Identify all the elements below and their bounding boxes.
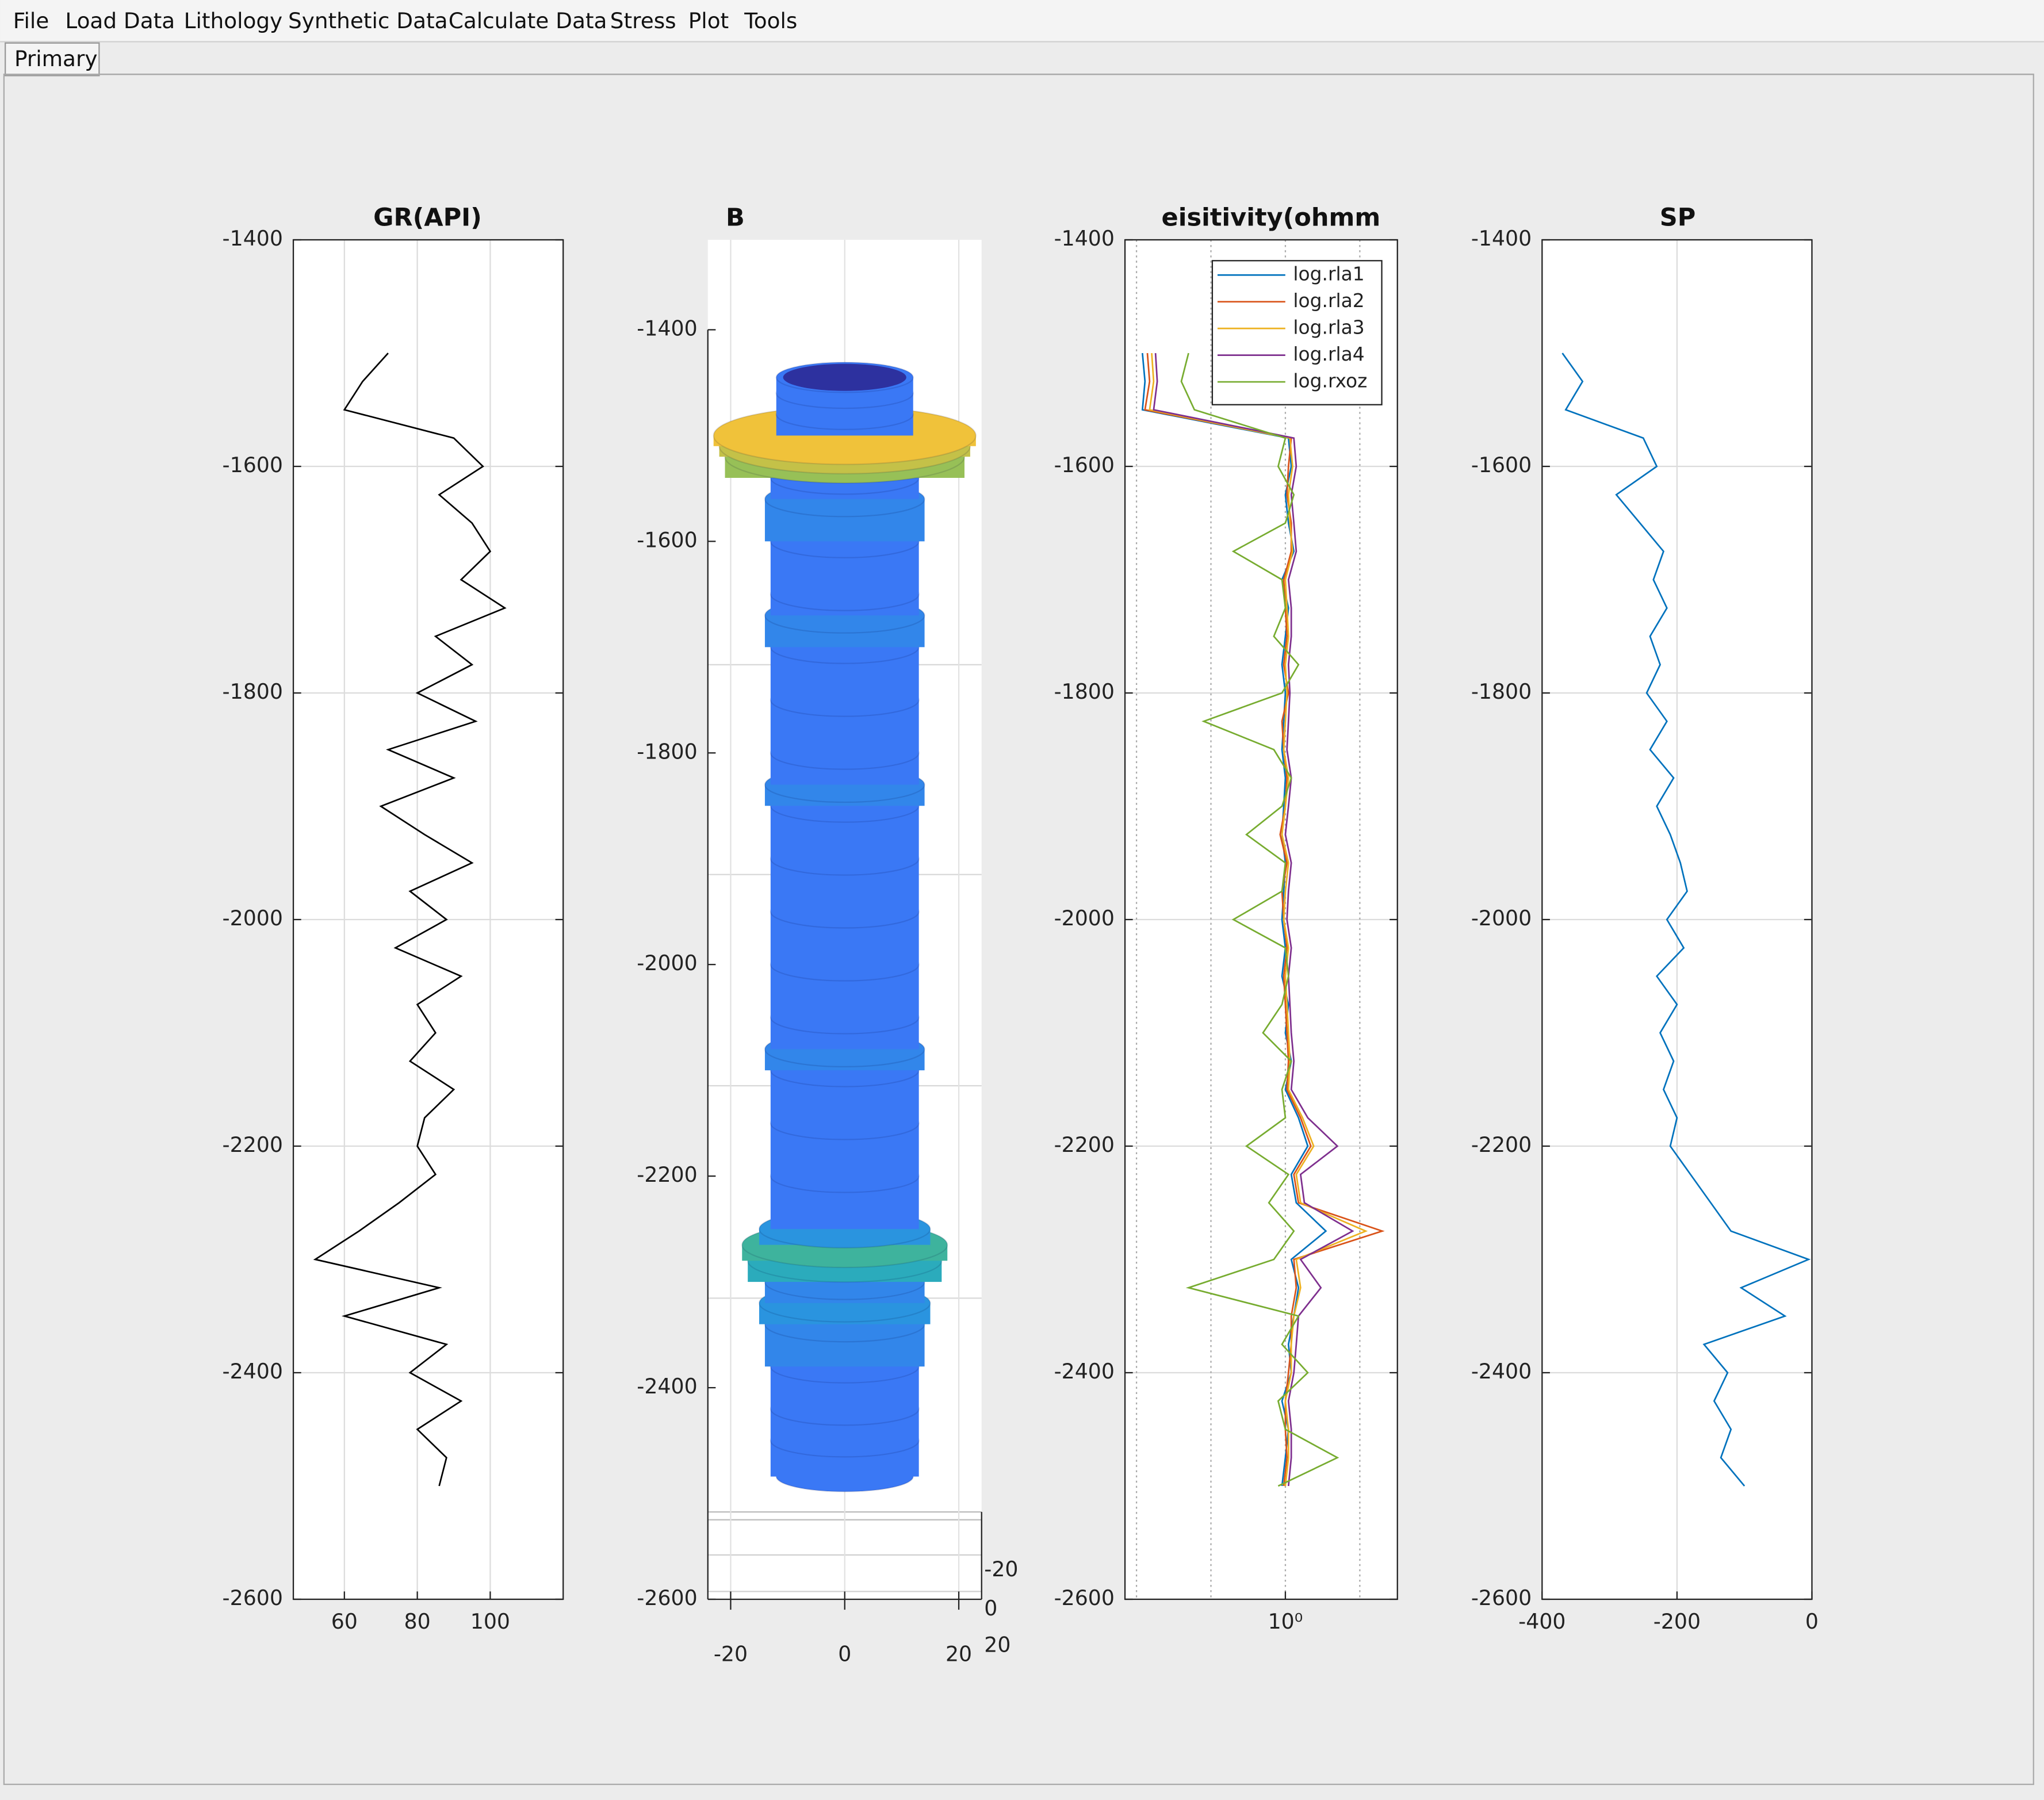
y-tick-label: -2400 — [1471, 1359, 1532, 1384]
chart-title: SP — [1660, 203, 1696, 232]
y-tick-label: -2600 — [223, 1585, 283, 1610]
y-tick-label: -2200 — [1054, 1132, 1115, 1157]
y-tick-label: -1600 — [1054, 453, 1115, 477]
menu-item[interactable]: Synthetic Data — [288, 8, 448, 33]
plot-frame — [1124, 239, 1398, 1600]
y-tick-label: -2200 — [637, 1162, 697, 1187]
y-tick-label: -2400 — [223, 1359, 283, 1384]
legend-label: log.rla3 — [1293, 316, 1364, 339]
menu-bar — [0, 0, 2044, 42]
chart-title: GR(API) — [373, 203, 482, 232]
chart-title: eisitivity(ohmm — [1162, 203, 1381, 232]
y-tick-label: -1400 — [1471, 226, 1532, 251]
x-tick-label: -20 — [714, 1641, 748, 1666]
log-curve — [1153, 353, 1354, 1487]
menu-item[interactable]: Plot — [688, 8, 729, 33]
y-tick-label: -1600 — [223, 453, 283, 477]
y-tick-label: -2000 — [637, 951, 697, 975]
tab[interactable] — [5, 42, 100, 76]
y-tick-label: -2000 — [1471, 906, 1532, 930]
y-tick-label: -1400 — [1054, 226, 1115, 251]
y-tick-label: -2200 — [223, 1132, 283, 1157]
menu-item[interactable]: Calculate Data — [449, 8, 607, 33]
y-tick-label: -2400 — [637, 1374, 697, 1399]
menu-item[interactable]: Tools — [744, 8, 797, 33]
tab-label[interactable]: Primary — [14, 46, 97, 71]
legend-box — [1211, 260, 1383, 405]
x-tick-label: 0 — [838, 1641, 851, 1666]
z-tick-label: 0 — [984, 1596, 997, 1621]
y-tick-label: -1800 — [223, 679, 283, 704]
y-tick-label: -1400 — [637, 316, 697, 340]
y-tick-label: -1800 — [637, 739, 697, 764]
y-tick-label: -2400 — [1054, 1359, 1115, 1384]
menu-item[interactable]: Lithology — [184, 8, 283, 33]
plot-frame — [292, 239, 564, 1600]
y-tick-label: -2600 — [637, 1585, 697, 1610]
axes: -1400-1600-1800-2000-2200-2400-2600-20 0 2… — [637, 203, 1018, 1666]
plot-frame — [1541, 239, 1813, 1600]
legend-label: log.rla1 — [1293, 263, 1364, 285]
axes: -1400 -1600 -1800 -2000 -2200 -2400 -2600 60 80 1… — [223, 203, 564, 1634]
chart-title: B — [726, 203, 745, 232]
z-tick-label: -20 — [984, 1557, 1018, 1581]
menu-item[interactable]: File — [13, 8, 49, 33]
y-tick-label: -2200 — [1471, 1132, 1532, 1157]
x-tick-label: 10⁰ — [1268, 1609, 1303, 1634]
y-tick-label: -1800 — [1471, 679, 1532, 704]
axes: -1400 -1600 -1800 -2000 -2200 -2400 -2600 10⁰ lo… — [1054, 203, 1398, 1634]
z-tick-label: 20 — [984, 1633, 1010, 1657]
cylinder-cap — [783, 363, 906, 391]
y-tick-label: -1600 — [637, 527, 697, 552]
x-tick-label: 100 — [470, 1609, 510, 1634]
x-tick-label: -200 — [1653, 1609, 1701, 1634]
log-curve — [1561, 353, 1811, 1487]
y-tick-label: -1600 — [1471, 453, 1532, 477]
y-tick-label: -2000 — [1054, 906, 1115, 930]
log-curve — [1180, 353, 1339, 1487]
menu-item[interactable]: Stress — [610, 8, 676, 33]
axes: -1400-1600-1800-2000-2200-2400-2600-400-… — [1471, 203, 1819, 1633]
x-tick-label: 60 — [331, 1609, 358, 1634]
log-curve — [313, 353, 507, 1487]
y-tick-label: -2000 — [223, 906, 283, 930]
legend-label: log.rla2 — [1293, 289, 1364, 312]
x-tick-label: -400 — [1518, 1609, 1565, 1634]
x-tick-label: 80 — [404, 1609, 431, 1634]
x-tick-label: 0 — [1805, 1609, 1819, 1634]
y-tick-label: -1400 — [223, 226, 283, 251]
log-curve — [1149, 353, 1368, 1487]
tab-panel — [3, 74, 2034, 1785]
x-tick-label: 20 — [946, 1641, 972, 1666]
legend-label: log.rxoz — [1293, 370, 1367, 392]
menu-item[interactable]: Load Data — [65, 8, 175, 33]
legend-label: log.rla4 — [1293, 343, 1364, 365]
y-tick-label: -2600 — [1471, 1585, 1532, 1610]
y-tick-label: -2600 — [1054, 1585, 1115, 1610]
y-tick-label: -1800 — [1054, 679, 1115, 704]
